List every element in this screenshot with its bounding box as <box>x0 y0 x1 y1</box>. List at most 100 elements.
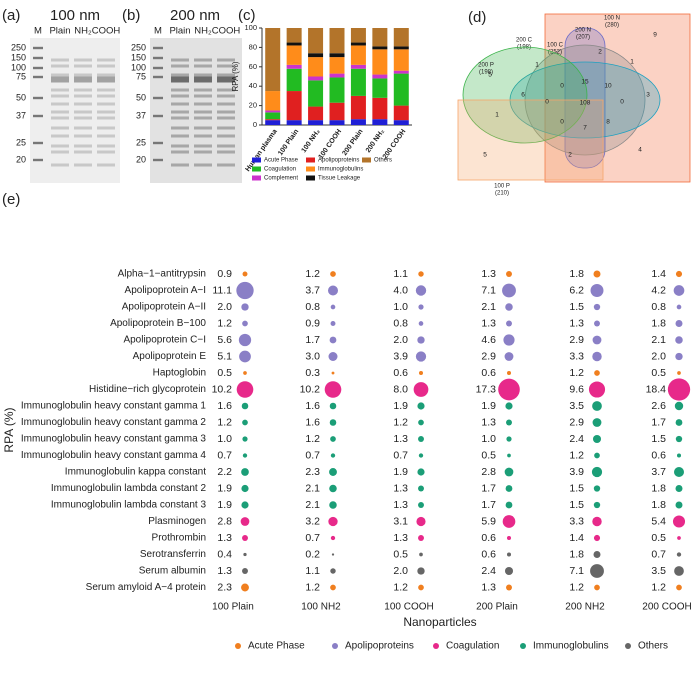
value-label: 0.5 <box>481 449 496 461</box>
protein-band <box>97 102 115 106</box>
row-label: Serotransferrin <box>140 549 206 560</box>
bar-segment <box>350 68 366 96</box>
marker-label: 100 <box>131 62 146 72</box>
protein-band <box>97 76 115 83</box>
bar-segment <box>372 46 388 50</box>
bar-segment <box>350 28 366 43</box>
x-tick-label: 200 Plain <box>476 602 518 613</box>
legend-swatch <box>252 166 261 172</box>
bubble <box>590 564 604 578</box>
bubble <box>505 402 513 410</box>
legend-label: Coagulation <box>264 167 296 173</box>
bar-segment <box>265 91 281 111</box>
bar-segment <box>350 64 366 69</box>
bubble <box>331 371 335 375</box>
x-axis-title: Nanoparticles <box>403 615 476 629</box>
bubble <box>675 419 683 426</box>
value-label: 1.3 <box>393 532 408 544</box>
marker-band <box>33 56 43 60</box>
x-tick-label: 100 Plain <box>277 128 300 157</box>
bubble <box>418 419 424 426</box>
value-label: 2.4 <box>481 565 496 577</box>
marker-band <box>153 56 163 60</box>
value-label: 5.1 <box>217 350 232 362</box>
value-label: 0.6 <box>651 449 666 461</box>
value-label: 1.8 <box>651 499 666 511</box>
row-label: Alpha−1−antitrypsin <box>118 269 206 280</box>
value-label: 1.3 <box>393 433 408 445</box>
protein-band <box>171 88 189 92</box>
bubble <box>327 285 339 296</box>
protein-band <box>97 58 115 62</box>
value-label: 0.7 <box>305 449 320 461</box>
bar-segment <box>393 120 409 125</box>
marker-label: 20 <box>136 154 146 164</box>
bar-segment <box>286 120 302 125</box>
row-label: Immunoglobulin lambda constant 2 <box>51 483 207 494</box>
bubble <box>593 270 601 278</box>
marker-band <box>153 96 163 100</box>
y-axis-title: RPA (%) <box>2 407 16 452</box>
protein-band <box>217 64 235 68</box>
protein-band <box>97 150 115 154</box>
protein-band <box>97 110 115 114</box>
x-tick-label: 100 Plain <box>212 602 254 613</box>
bubble <box>677 371 681 375</box>
value-label: 1.7 <box>305 334 320 346</box>
bubble <box>330 271 336 277</box>
value-label: 3.2 <box>305 515 320 527</box>
bubble <box>242 320 248 327</box>
bubble <box>675 336 683 344</box>
protein-band <box>97 126 115 130</box>
protein-band <box>171 150 189 154</box>
marker-label: 150 <box>11 52 26 62</box>
protein-band <box>171 163 189 167</box>
venn-set <box>457 99 604 181</box>
value-label: 3.7 <box>651 466 666 478</box>
value-label: 2.0 <box>393 565 408 577</box>
value-label: 2.9 <box>569 416 584 428</box>
bubble <box>504 352 514 361</box>
region-count: 0 <box>560 83 564 90</box>
region-count: 8 <box>606 119 610 126</box>
legend-label: Apolipoproteins <box>345 641 414 652</box>
x-tick-label: 100 COOH <box>384 602 433 613</box>
gel-title: 200 nm <box>170 7 220 24</box>
region-count: 9 <box>653 32 657 39</box>
protein-band <box>74 94 92 98</box>
value-label: 11.1 <box>212 284 232 296</box>
row-label: Apolipoprotein C−I <box>123 335 206 346</box>
bubble <box>593 551 601 558</box>
legend-swatch <box>306 166 315 172</box>
bubble <box>415 351 427 362</box>
value-label: 2.9 <box>569 334 584 346</box>
protein-band <box>97 64 115 68</box>
value-label: 0.7 <box>651 548 666 560</box>
protein-band <box>97 134 115 138</box>
bar-segment <box>393 46 409 50</box>
protein-band <box>51 94 69 98</box>
marker-band <box>33 75 43 79</box>
legend-marker <box>625 643 631 649</box>
region-count: 1 <box>630 59 634 66</box>
x-tick-label: 100 NH2 <box>301 602 341 613</box>
lane-label: COOH <box>92 26 121 37</box>
legend-marker <box>235 643 241 649</box>
bubble <box>506 436 512 442</box>
bubble <box>417 567 425 575</box>
bar-segment <box>393 49 409 71</box>
bar-segment <box>286 45 302 65</box>
value-label: 0.4 <box>217 548 232 560</box>
bubble <box>677 536 681 540</box>
value-label: 2.1 <box>305 482 320 494</box>
bubble <box>241 583 249 592</box>
bubble <box>674 401 684 411</box>
protein-band <box>74 126 92 130</box>
bubble <box>674 566 684 576</box>
bubble <box>241 303 249 311</box>
bar-segment <box>372 119 388 125</box>
value-label: 1.2 <box>217 317 232 329</box>
value-label: 1.3 <box>481 268 496 280</box>
protein-band <box>171 64 189 68</box>
